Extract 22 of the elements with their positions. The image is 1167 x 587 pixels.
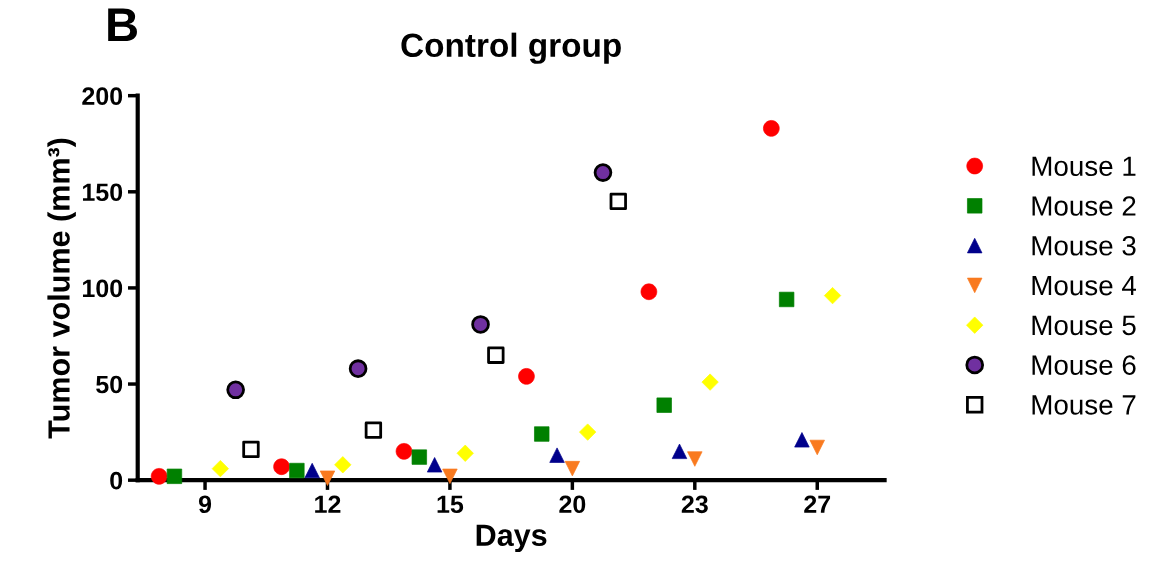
legend-label: Mouse 6 (1032, 355, 1136, 375)
y-tick-label: 150 (82, 183, 123, 202)
x-tick-label: 20 (559, 495, 586, 514)
y-axis-title: Tumor volume (mm³) (47, 138, 76, 439)
y-tick-label: 200 (82, 87, 123, 105)
text: B (108, 8, 137, 42)
x-tick-label: 27 (804, 495, 831, 513)
x-tick-label: 9 (198, 495, 212, 514)
y-tick-label: 100 (82, 279, 123, 298)
y-tick-label: 0 (110, 471, 123, 490)
legend-label: Mouse 3 (1032, 235, 1136, 256)
legend-label: Mouse 7 (1032, 395, 1136, 415)
y-tick-label: 50 (96, 375, 123, 394)
legend-label: Mouse 1 (1032, 156, 1136, 177)
x-axis-title: Days (476, 524, 547, 553)
x-tick-label: 15 (437, 495, 464, 514)
legend-label: Mouse 5 (1032, 315, 1136, 336)
legend-label: Mouse 4 (1032, 276, 1136, 296)
chart-title: Control group (401, 32, 621, 64)
legend-label: Mouse 2 (1032, 196, 1136, 216)
x-tick-label: 23 (681, 495, 708, 514)
x-tick-label: 12 (315, 495, 341, 513)
